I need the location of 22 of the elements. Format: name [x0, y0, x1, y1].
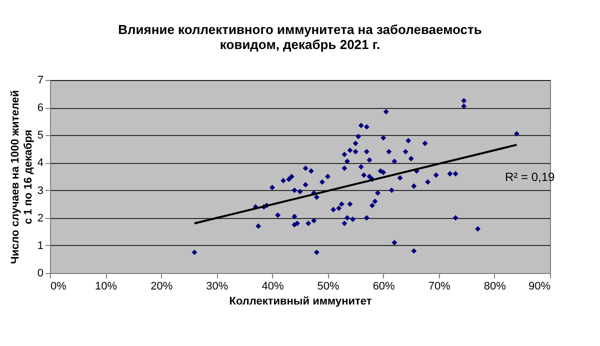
- x-tick-label: 90%: [528, 280, 551, 292]
- x-tick-label: 70%: [428, 280, 451, 292]
- y-tick-label: 6: [37, 102, 44, 114]
- y-tick-label: 7: [37, 74, 44, 86]
- x-tick-label: 60%: [372, 280, 396, 292]
- chart-title: Влияние коллективного иммунитета на заболеваемость ковидом, декабрь 2021 г.: [118, 22, 482, 52]
- y-tick-label: 3: [37, 184, 44, 197]
- y-tick-label: 4: [37, 157, 44, 170]
- y-axis-title: Число случаев на 1000 жителей с 1 по 16 декабря: [9, 90, 34, 264]
- x-tick-label: 50%: [317, 280, 340, 292]
- x-tick-label: 80%: [484, 280, 506, 292]
- y-tick-label: 5: [37, 130, 44, 142]
- annotation: R² = 0,19: [505, 170, 556, 184]
- x-tick-label: 0%: [50, 280, 67, 292]
- x-tick-label: 40%: [262, 280, 284, 292]
- x-tick-label: 20%: [150, 280, 173, 292]
- y-tick-label: 2: [37, 212, 44, 224]
- x-tick-label: 30%: [206, 280, 228, 292]
- y-tick-label: 1: [37, 240, 44, 252]
- y-tick-label: 0: [37, 268, 44, 280]
- x-tick-label: 10%: [95, 280, 118, 292]
- x-axis-title: Коллективный иммунитет: [229, 296, 372, 308]
